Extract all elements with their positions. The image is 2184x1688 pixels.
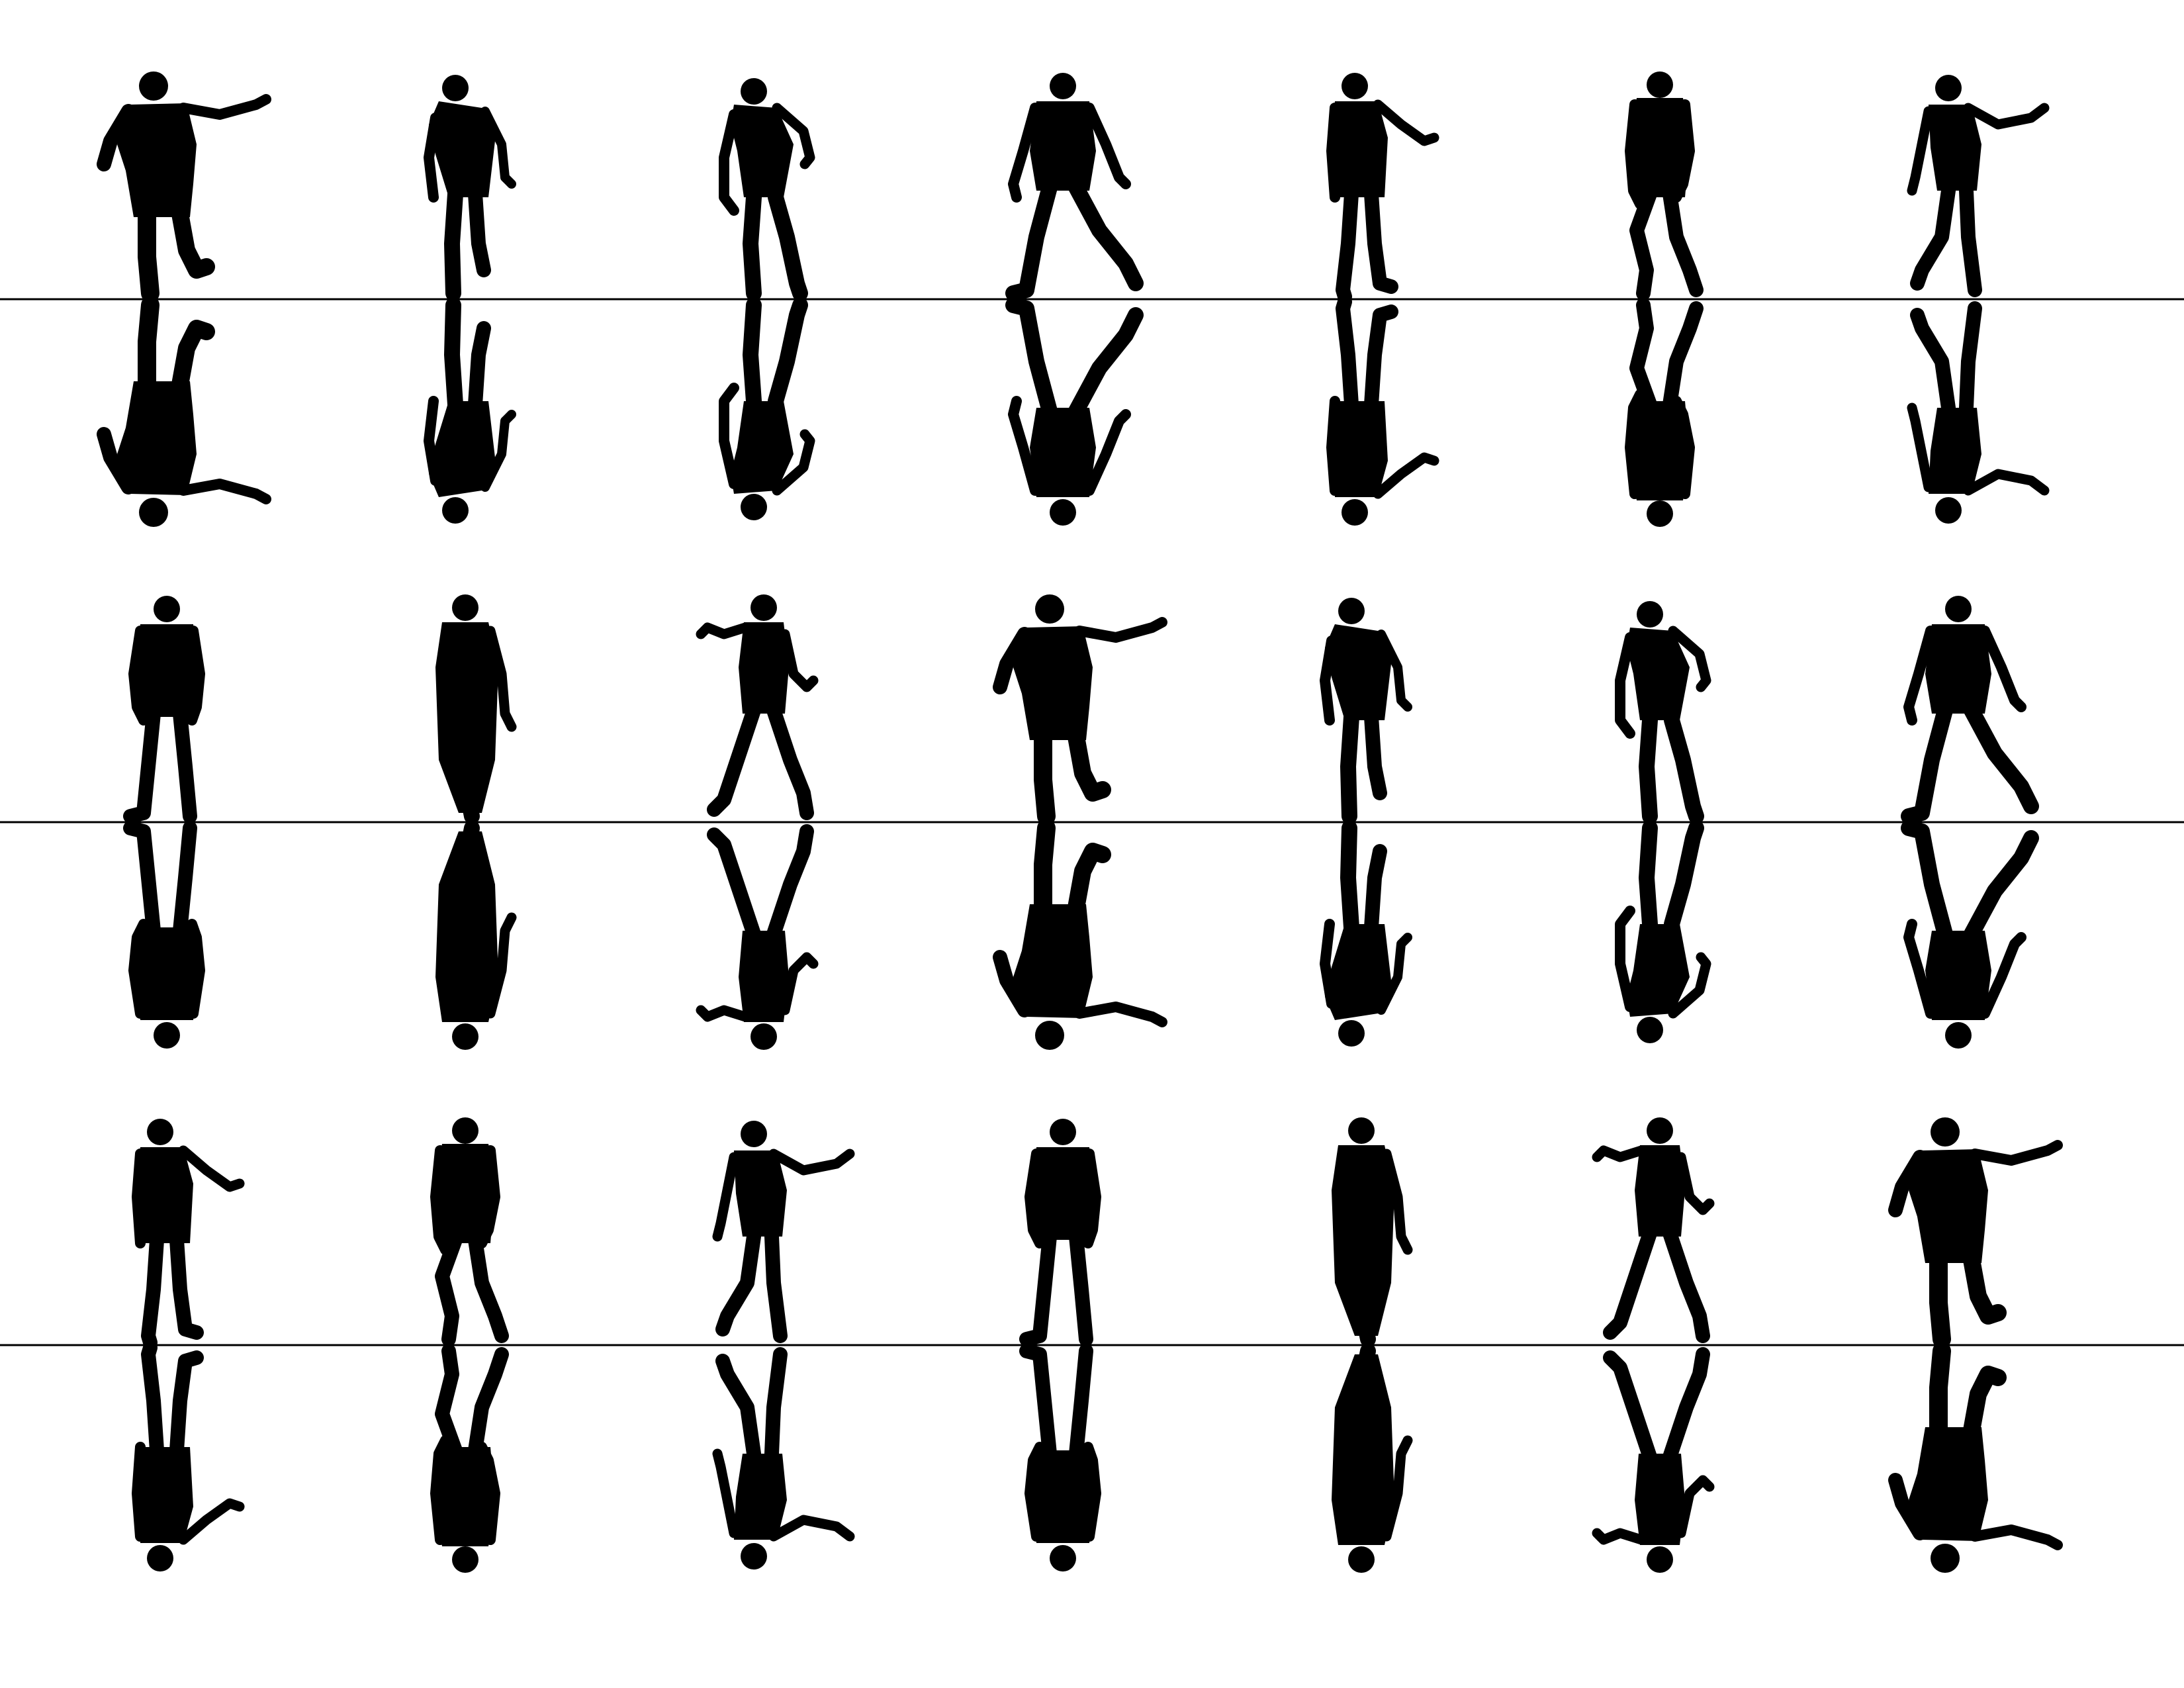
zombie-silhouette-icon — [719, 78, 815, 301]
zombie-silhouette-icon — [993, 594, 1167, 825]
zombie-reflection-icon — [424, 297, 516, 524]
zombie-reflection-icon — [696, 824, 819, 1050]
zombie-silhouette-icon — [1901, 596, 2039, 824]
zombie-silhouette-icon — [1326, 73, 1439, 304]
zombie-reflection-icon — [1907, 301, 2050, 524]
zombie-silhouette-icon — [430, 1117, 509, 1346]
zombie-reflection-icon — [435, 820, 517, 1050]
zombie-reflection-icon — [1320, 820, 1412, 1047]
zombie-reflection-icon — [1005, 297, 1144, 526]
zombie-silhouette-icon — [1907, 75, 2050, 297]
figure-band — [0, 594, 2184, 1050]
zombie-silhouette-icon — [1005, 73, 1144, 301]
zombie-reflection-icon — [719, 297, 815, 520]
zombie-reflection-icon — [1625, 298, 1704, 527]
zombie-reflection-icon — [1901, 820, 2039, 1049]
bands-layer — [0, 71, 2184, 1573]
zombie-silhouette-icon — [1019, 1119, 1101, 1346]
zombie-silhouette-icon — [132, 1119, 245, 1350]
zombie-reflection-icon — [1019, 1344, 1101, 1571]
zombie-silhouette-icon — [1615, 601, 1711, 824]
zombie-reflection-icon — [1592, 1347, 1715, 1573]
zombie-reflection-icon — [123, 821, 205, 1049]
figure-band — [0, 71, 2184, 527]
zombie-reflection-icon — [993, 819, 1167, 1050]
zombie-reflection-icon — [1615, 820, 1711, 1043]
zombie-silhouette-icon — [1625, 71, 1704, 301]
zombie-silhouette-icon — [123, 596, 205, 823]
zombie-silhouette-icon — [1320, 598, 1412, 824]
zombie-silhouette-icon — [97, 71, 271, 303]
zombie-silhouette-icon — [1592, 1117, 1715, 1343]
zombie-reflection-icon — [1888, 1342, 2063, 1573]
zombie-reflection-icon — [1332, 1343, 1413, 1573]
zombie-silhouette-icon — [1888, 1117, 2063, 1348]
zombie-silhouette-icon — [435, 594, 517, 824]
zombie-reflection-icon — [132, 1340, 245, 1571]
zombie-reflection-icon — [712, 1347, 855, 1570]
zombie-silhouette-icon — [424, 75, 516, 301]
zombie-reflection-icon — [97, 296, 271, 527]
zombie-silhouette-icon — [1332, 1117, 1413, 1347]
zombie-reflection-icon — [430, 1344, 509, 1573]
zombie-silhouette-icon — [712, 1121, 855, 1343]
figure-band — [0, 1117, 2184, 1573]
zombie-silhouette-icon — [696, 594, 819, 820]
zombie-reflection-icon — [1326, 295, 1439, 526]
